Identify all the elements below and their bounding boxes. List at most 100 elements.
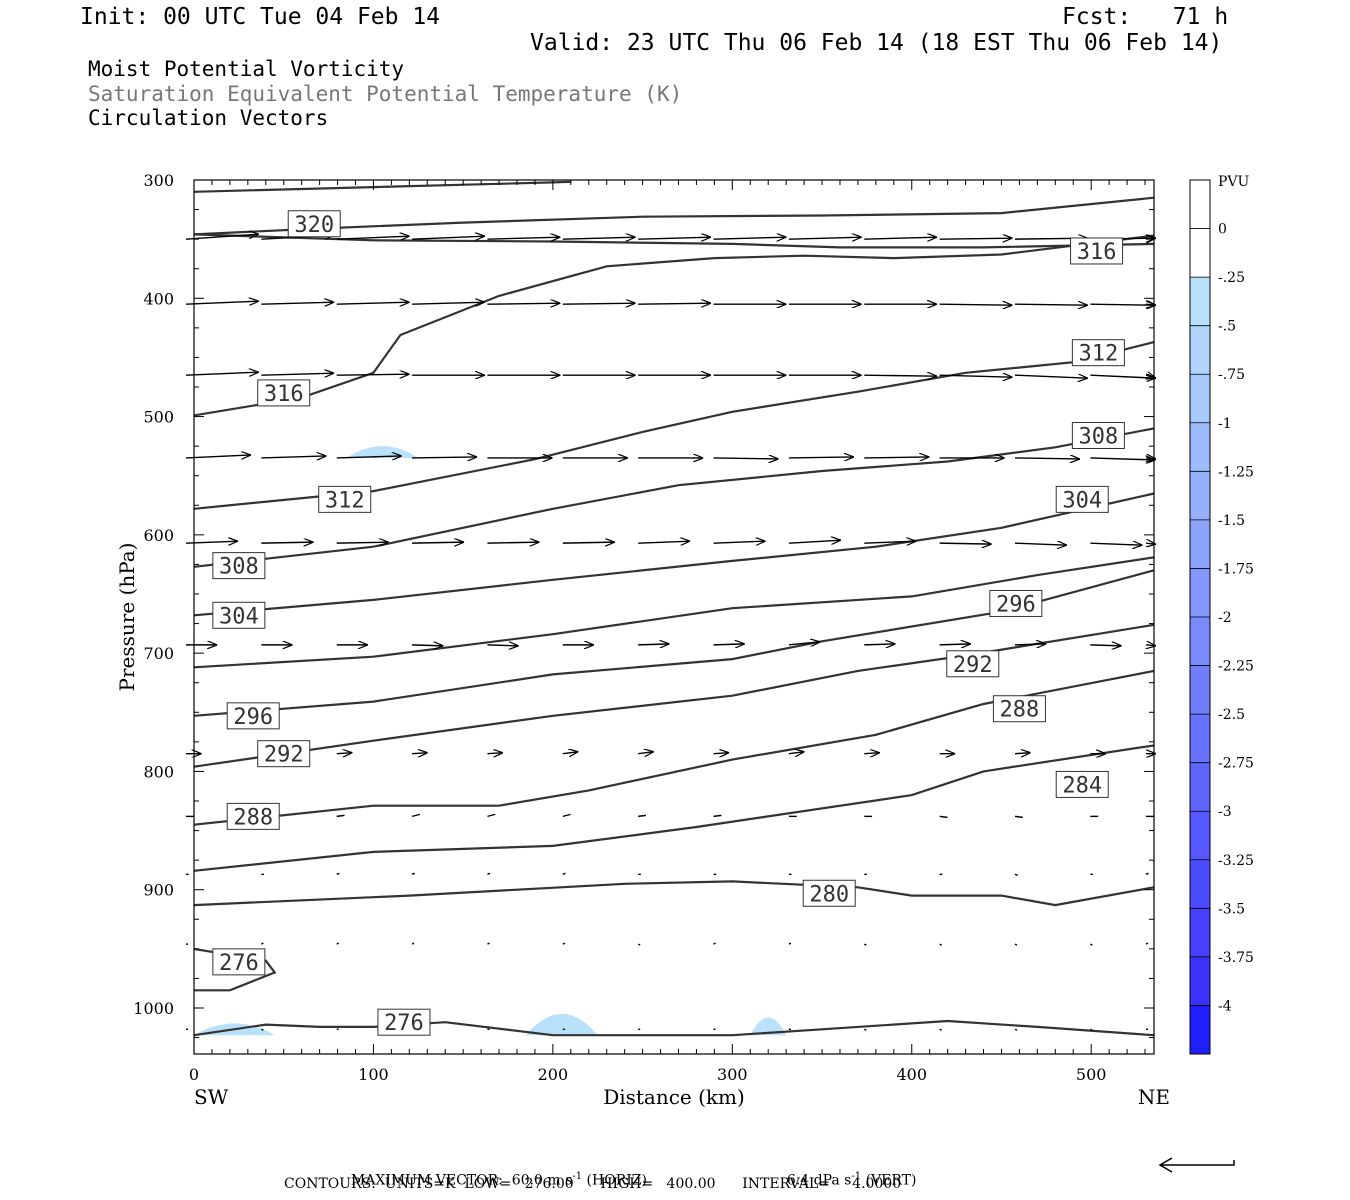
circulation-vector: [863, 943, 867, 946]
y-tick-label: 1000: [133, 999, 174, 1018]
circulation-vector: [638, 303, 711, 304]
circulation-vector: [1014, 304, 1088, 305]
circulation-vector: [1014, 1028, 1018, 1031]
circulation-vector: [638, 541, 690, 543]
circulation-vector: [487, 753, 503, 754]
contour-label-text: 276: [384, 1011, 424, 1036]
circulation-vector: [487, 303, 560, 304]
max-vector-vert-value: 6.4: [786, 1172, 810, 1189]
colorbar-band: [1190, 956, 1210, 1006]
circulation-vector: [713, 942, 716, 945]
contour-label: 284: [1055, 770, 1109, 798]
plot-frame: [193, 179, 1155, 1055]
contour-label-text: 296: [233, 705, 273, 730]
contour-label: 292: [257, 740, 311, 768]
x-tick-label: 0: [189, 1065, 199, 1084]
contour-label: 304: [1055, 485, 1109, 513]
circulation-vector: [638, 237, 711, 239]
contour-label-text: 288: [1000, 698, 1040, 723]
contour-label: 316: [257, 379, 311, 407]
colorbar-level-label: -1.75: [1218, 561, 1254, 577]
contour-label-text: 304: [219, 604, 259, 629]
circulation-vector: [713, 237, 787, 239]
circulation-vector: [487, 542, 539, 543]
colorbar-title: PVU: [1218, 174, 1250, 190]
circulation-vector: [1014, 873, 1018, 876]
max-vector: MAXIMUM VECTOR: 60.0 m s-1 (HORIZ): [342, 1158, 647, 1188]
circulation-vector: [1014, 543, 1067, 545]
vert-unit-exponent: -1: [851, 1171, 862, 1182]
theta-es-contour-4: [193, 341, 1155, 510]
contour-label-text: 320: [294, 213, 334, 238]
theta-es-contour-14: [193, 1019, 1155, 1037]
colorbar-band: [1190, 665, 1210, 715]
forecast-hour: Fcst: 71 h: [1062, 4, 1229, 30]
circulation-vector: [261, 942, 264, 945]
colorbar-level-label: -1.5: [1218, 513, 1245, 529]
circulation-vector: [1014, 815, 1023, 819]
contour-label-box: [946, 650, 1000, 678]
colorbar-band: [1190, 325, 1210, 375]
circulation-vector: [487, 645, 518, 646]
contour-label-box: [1055, 770, 1109, 798]
circulation-vector: [939, 815, 948, 819]
circulation-vector: [1145, 872, 1149, 875]
mpv-shade-2: [525, 1013, 598, 1036]
circulation-vector: [562, 752, 579, 754]
circulation-vector: [336, 236, 410, 239]
theta-es-contour-7: [193, 556, 1155, 669]
theta-es-contour-3: [193, 234, 1155, 417]
circulation-vector: [788, 942, 792, 945]
circulation-vector: [713, 644, 745, 645]
circulation-vector: [1090, 543, 1142, 545]
circulation-vector: [1090, 1028, 1093, 1031]
circulation-vector: [1090, 645, 1121, 646]
contour-label-box: [257, 379, 311, 407]
contour-label-text: 296: [996, 592, 1036, 617]
contour-info: CONTOURS: UNITS=K LOW= 276.00 HIGH= 400.…: [284, 1176, 902, 1192]
x-end-label-left: SW: [194, 1085, 229, 1109]
colorbar-band: [1190, 617, 1210, 666]
circulation-vector: [638, 752, 654, 754]
circulation-vector: [185, 301, 259, 304]
circulation-vector: [261, 373, 334, 375]
circulation-vector: [939, 943, 942, 946]
contour-label-box: [989, 589, 1043, 617]
contour-label: 296: [226, 702, 280, 730]
contour-label-text: 292: [264, 743, 304, 768]
colorbar-band: [1190, 519, 1210, 569]
theta-es-contour-6: [193, 492, 1155, 617]
colorbar-level-label: -.75: [1218, 367, 1245, 383]
contour-label-text: 312: [325, 488, 365, 513]
contour-label-box: [287, 210, 341, 238]
colorbar-band: [1190, 277, 1210, 326]
circulation-vector: [336, 302, 410, 304]
contour-label-box: [1071, 421, 1125, 449]
contour-label-box: [212, 601, 266, 629]
circulation-vector: [562, 237, 636, 239]
colorbar-band: [1190, 762, 1210, 812]
circulation-vector: [713, 814, 722, 818]
contour-label-box: [1070, 237, 1124, 265]
circulation-vector: [864, 375, 937, 376]
y-axis-label: Pressure (hPa): [115, 543, 139, 692]
circulation-vector: [864, 753, 880, 754]
y-tick-label: 700: [143, 644, 174, 663]
contour-label-text: 308: [1078, 424, 1118, 449]
circulation-vector: [1090, 943, 1093, 946]
x-end-label-right: NE: [1138, 1085, 1170, 1109]
contour-label-box: [257, 740, 311, 768]
colorbar-level-label: -3.5: [1218, 901, 1245, 917]
max-vector-label: MAXIMUM VECTOR:: [350, 1172, 503, 1189]
max-vector-vert: 6.4 dPa s-1 (VERT): [778, 1158, 917, 1189]
contour-label: 288: [992, 695, 1046, 723]
circulation-vector: [412, 236, 485, 239]
colorbar-band: [1190, 714, 1210, 763]
theta-es-contour-11: [193, 744, 1155, 872]
circulation-vector: [1014, 375, 1088, 378]
colorbar-band: [1190, 1005, 1210, 1054]
max-vector-horiz-tag: (HORIZ): [586, 1172, 647, 1189]
theta-es-contour-12: [193, 880, 1155, 907]
circulation-vector: [336, 456, 402, 458]
